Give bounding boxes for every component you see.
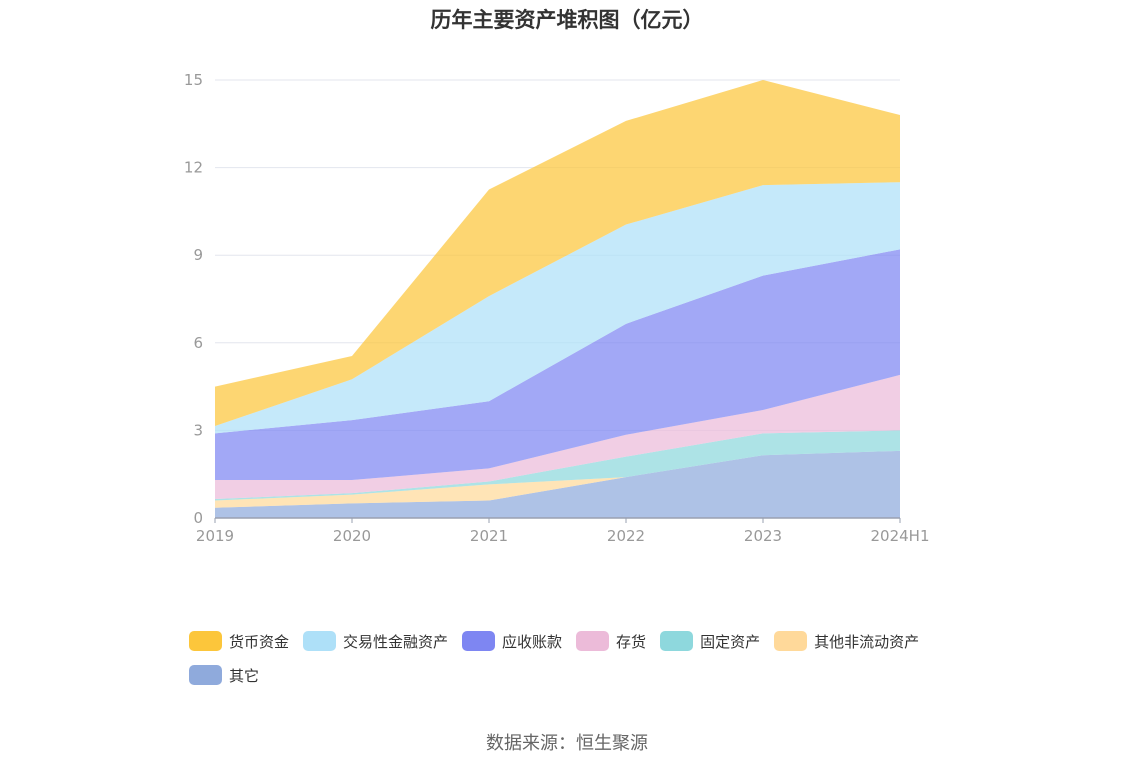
legend-swatch <box>462 631 496 651</box>
legend-label: 货币资金 <box>229 632 290 651</box>
legend-label: 固定资产 <box>700 632 761 651</box>
legend-swatch <box>303 631 337 651</box>
area-series-3: 存货 <box>215 374 900 500</box>
x-tick-label: 2022 <box>607 527 645 545</box>
area-series-5: 交易性金融资产 <box>215 182 900 434</box>
legend-label: 交易性金融资产 <box>343 632 449 651</box>
x-tick-label: 2024H1 <box>871 527 930 545</box>
x-tick-label: 2020 <box>333 527 371 545</box>
legend-item[interactable]: 应收账款 <box>462 630 562 652</box>
y-tick-label: 9 <box>193 246 203 264</box>
data-source-note: 数据来源：恒生聚源 <box>486 733 648 754</box>
area-series-6: 货币资金 <box>215 80 900 427</box>
legend-label: 其他非流动资产 <box>814 632 920 651</box>
y-tick-label: 6 <box>193 334 203 352</box>
legend-label: 存货 <box>616 632 647 651</box>
legend-swatch <box>660 631 694 651</box>
x-tick-label: 2019 <box>196 527 234 545</box>
chart-legend: 货币资金 交易性金融资产 应收账款 存货 固定资产 其他非流动资产其它 <box>189 630 969 686</box>
x-tick-label: 2023 <box>744 527 782 545</box>
y-tick-label: 12 <box>184 159 203 177</box>
legend-label: 其它 <box>229 666 260 685</box>
legend-item[interactable]: 交易性金融资产 <box>303 630 448 652</box>
area-series-2: 固定资产 <box>215 430 900 501</box>
y-tick-label: 3 <box>193 421 203 439</box>
legend-item[interactable]: 其它 <box>189 664 259 686</box>
stacked-area-chart: 0 3 6 9 12 15 其它其他非流动资产固定资产存货应收账款交易性金融资产货币资金 20… <box>184 71 930 545</box>
chart-title: 历年主要资产堆积图（亿元） <box>430 8 704 32</box>
y-tick-label: 0 <box>193 509 203 527</box>
legend-item[interactable]: 其他非流动资产 <box>774 630 919 652</box>
legend-swatch <box>576 631 610 651</box>
x-tick-label: 2021 <box>470 527 508 545</box>
area-series-4: 应收账款 <box>215 249 900 481</box>
legend-swatch <box>774 631 808 651</box>
legend-label: 应收账款 <box>502 632 563 651</box>
area-series-1: 其他非流动资产 <box>215 450 900 508</box>
legend-item[interactable]: 货币资金 <box>189 630 289 652</box>
legend-item[interactable]: 固定资产 <box>660 630 760 652</box>
area-series-0: 其它 <box>215 450 900 518</box>
legend-swatch <box>189 665 222 685</box>
y-tick-label: 15 <box>184 71 203 89</box>
legend-item[interactable]: 存货 <box>576 630 646 652</box>
legend-swatch <box>189 631 222 651</box>
